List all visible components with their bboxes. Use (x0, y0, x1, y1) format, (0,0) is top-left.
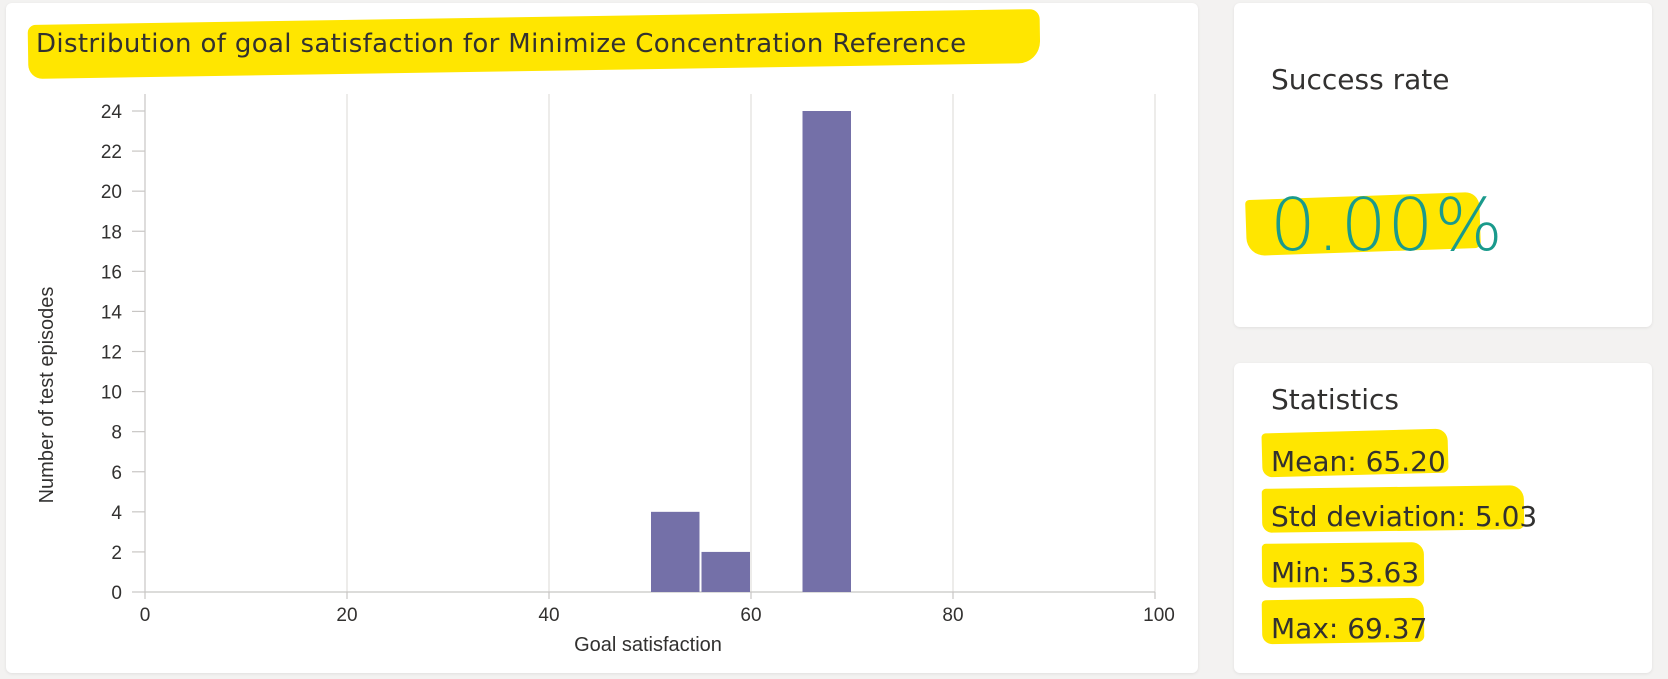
x-tick-label: 20 (336, 605, 357, 626)
y-tick-label: 16 (101, 262, 122, 283)
stat-std-deviation: Std deviation: 5.03 (1271, 500, 1538, 533)
y-tick-label: 8 (111, 423, 122, 444)
stat-max: Max: 69.37 (1271, 612, 1428, 645)
statistics-title: Statistics (1271, 383, 1399, 416)
chart-title: Distribution of goal satisfaction for Mi… (36, 29, 967, 59)
histogram-bar (651, 511, 700, 592)
grid-lines (346, 94, 1156, 592)
y-tick-label: 12 (101, 343, 122, 364)
x-tick-label: 80 (942, 605, 963, 626)
y-tick-label: 2 (111, 543, 122, 564)
success-rate-title: Success rate (1271, 63, 1450, 96)
y-tick-label: 0 (111, 583, 122, 604)
success-rate-value: 0.00% (1270, 183, 1504, 267)
success-rate-card: Success rate 0.00% (1234, 3, 1652, 327)
y-tick-label: 4 (111, 503, 122, 524)
y-tick-label: 6 (111, 463, 122, 484)
x-tick-label: 40 (538, 605, 559, 626)
x-tick-label: 100 (1143, 605, 1175, 626)
x-tick-label: 0 (140, 605, 151, 626)
y-tick-label: 14 (101, 302, 123, 323)
stat-mean: Mean: 65.20 (1271, 445, 1446, 478)
statistics-card: Statistics Mean: 65.20 Std deviation: 5.… (1234, 363, 1652, 673)
y-tick-label: 20 (101, 182, 122, 203)
chart-card: Distribution of goal satisfaction for Mi… (6, 3, 1198, 673)
x-axis-label: Goal satisfaction (574, 634, 722, 656)
histogram-bar (701, 551, 750, 592)
axes (132, 94, 1156, 599)
y-tick-label: 10 (101, 383, 122, 404)
y-axis-label: Number of test episodes (36, 287, 58, 504)
y-tick-label: 18 (101, 222, 122, 243)
bars (651, 111, 851, 592)
y-tick-label: 22 (101, 142, 122, 163)
x-tick-label: 60 (740, 605, 761, 626)
histogram-bar (802, 111, 851, 592)
y-tick-label: 24 (101, 102, 123, 123)
stat-min: Min: 53.63 (1271, 556, 1420, 589)
